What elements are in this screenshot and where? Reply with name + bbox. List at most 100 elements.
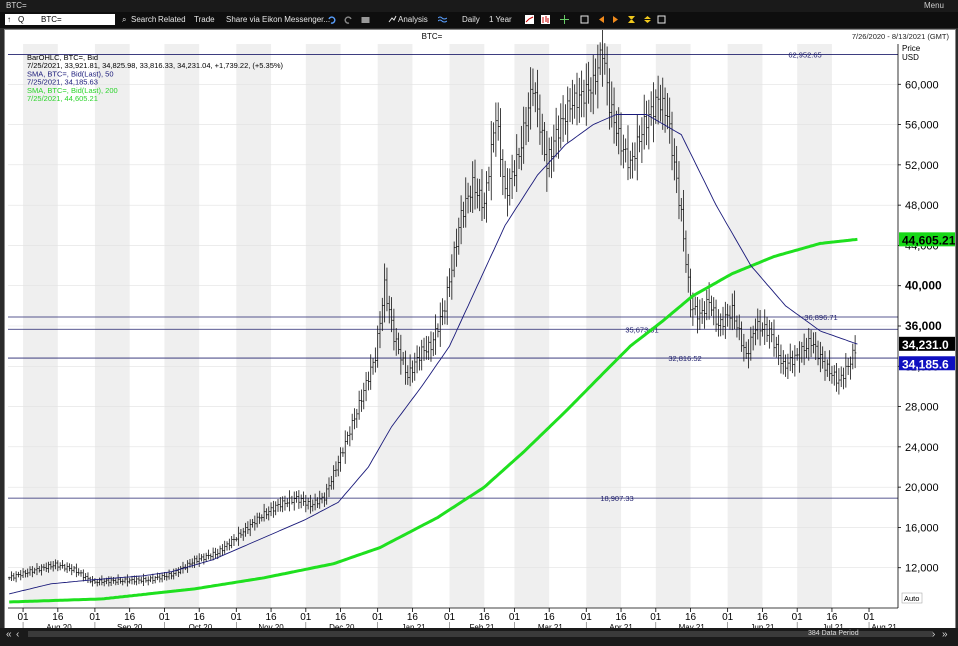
horizontal-line-label: 36,896.71 (804, 313, 837, 322)
y-tick-label: 36,000 (905, 319, 942, 333)
x-month-label: Nov 20 (258, 623, 284, 630)
x-month-label: Dec 20 (329, 623, 355, 630)
bar-chart-icon[interactable] (541, 15, 550, 24)
legend-line: SMA, BTC=, Bid(Last), 50 (27, 69, 114, 78)
time-scrollbar[interactable]: « ‹ › » 384 Data Period (0, 628, 958, 646)
y-tick-label: 16,000 (905, 522, 939, 534)
horizontal-line-label: 32,816.52 (668, 354, 701, 363)
x-month-label: May 21 (679, 623, 706, 630)
x-month-label: Aug 20 (46, 623, 72, 630)
data-period-label: 384 Data Period (808, 630, 859, 637)
legend-line: BarOHLC, BTC=, Bid (27, 53, 98, 62)
x-day-label: 01 (581, 612, 593, 623)
last-value-labels: 44,605.21 34,231.0 34,185.6 (899, 232, 956, 371)
ric-value[interactable]: BTC= (41, 15, 62, 24)
x-month-label: Sep 20 (117, 623, 143, 630)
folder-icon[interactable] (361, 15, 370, 24)
x-day-label: 01 (18, 612, 30, 623)
y-tick-label: 28,000 (905, 402, 939, 414)
x-day-label: 16 (335, 612, 347, 623)
x-month-label: Aug 21 (871, 623, 897, 630)
legend-line: 7/25/2021, 33,921.81, 34,825.98, 33,816.… (27, 61, 284, 70)
ohlc-bars (7, 23, 857, 587)
currency-axis-label: USD (902, 53, 919, 62)
x-day-label: 01 (444, 612, 456, 623)
last-value-label: 34,231.0 (902, 338, 949, 352)
trade-button[interactable]: Trade (194, 15, 215, 24)
studies-icon[interactable] (438, 15, 447, 24)
share-button[interactable]: Share via Eikon Messenger... (226, 15, 331, 24)
x-day-label: 01 (300, 612, 312, 623)
up-arrow-icon[interactable]: ↑ (7, 15, 11, 24)
y-tick-label: 60,000 (905, 79, 939, 91)
zoom-box-icon[interactable] (580, 15, 589, 24)
x-day-label: 16 (124, 612, 136, 623)
window-titlebar: BTC= Menu (0, 0, 958, 12)
x-day-label: 16 (265, 612, 277, 623)
horizontal-line-label: 18,907.33 (600, 494, 633, 503)
x-day-label: 01 (863, 612, 875, 623)
export-icon[interactable] (657, 15, 666, 24)
x-day-label: 01 (792, 612, 804, 623)
price-axis-label: Price (902, 44, 921, 53)
line-chart-icon[interactable] (525, 15, 534, 24)
search-icon[interactable]: ⌕ (122, 15, 127, 24)
x-day-label: 16 (407, 612, 419, 623)
x-month-label: Feb 21 (470, 623, 495, 630)
ohlc-chart[interactable]: 62,952.65 36,896.71 35,673.91 32,816.52 18,9… (5, 23, 956, 632)
y-tick-label: 40,000 (905, 279, 942, 293)
ric-input[interactable]: ↑ Q BTC= (5, 14, 115, 25)
sma50-line (9, 114, 858, 595)
search-button[interactable]: Search (131, 15, 157, 24)
related-button[interactable]: Related (158, 15, 186, 24)
sma200-line (9, 237, 858, 604)
x-month-label: Jun 21 (750, 623, 775, 630)
x-day-label: 16 (757, 612, 769, 623)
x-month-label: Mar 21 (538, 623, 563, 630)
last-value-box (899, 336, 955, 351)
horizontal-lines: 62,952.65 36,896.71 35,673.91 32,816.52 18,9… (8, 51, 898, 503)
zoom-in-icon[interactable] (627, 15, 636, 24)
auto-scale-button[interactable] (901, 592, 923, 604)
undo-icon[interactable] (327, 15, 336, 24)
range-dropdown[interactable]: 1 Year (489, 15, 512, 24)
legend-line: 7/25/2021, 44,605.21 (27, 94, 98, 103)
x-day-label: 16 (615, 612, 627, 623)
zoom-out-icon[interactable] (643, 15, 652, 24)
x-day-label: 01 (650, 612, 662, 623)
x-day-label: 01 (159, 612, 171, 623)
scroll-left-icon[interactable] (597, 15, 606, 24)
scroll-track[interactable] (28, 631, 933, 637)
scroll-prev-icon[interactable]: ‹ (16, 629, 19, 640)
x-month-label: Oct 20 (189, 623, 213, 630)
horizontal-line-label: 62,952.65 (788, 51, 821, 60)
redo-icon[interactable] (344, 15, 353, 24)
scroll-first-icon[interactable]: « (6, 629, 12, 640)
analysis-button[interactable]: Analysis (398, 15, 428, 24)
x-day-label: 16 (52, 612, 64, 623)
auto-scale-label: Auto (904, 594, 919, 603)
x-day-label: 01 (509, 612, 521, 623)
price-axis: 12,00016,00020,00024,00028,00032,00036,0… (898, 79, 942, 575)
x-day-label: 16 (194, 612, 206, 623)
horizontal-line-label: 35,673.91 (625, 325, 658, 334)
scroll-next-icon[interactable]: › (932, 629, 935, 640)
y-tick-label: 56,000 (905, 120, 939, 132)
x-day-label: 01 (372, 612, 384, 623)
last-value-box (899, 232, 955, 247)
time-axis: 01 16 01 16 01 16 01 16 01 16 01 16 01 16 01 16 01 16 01 16… (18, 608, 897, 632)
grid-lines (8, 83, 898, 569)
date-range: 7/26/2020 - 8/13/2021 (GMT) (852, 32, 950, 41)
last-value-label: 44,605.21 (902, 233, 955, 247)
menu-button[interactable]: Menu (923, 1, 944, 10)
crosshair-icon[interactable] (560, 15, 569, 24)
scroll-right-icon[interactable] (611, 15, 620, 24)
scroll-last-icon[interactable]: » (942, 629, 948, 640)
x-day-label: 16 (685, 612, 697, 623)
analysis-icon[interactable] (388, 15, 397, 24)
legend-line: SMA, BTC=, Bid(Last), 200 (27, 86, 118, 95)
interval-dropdown[interactable]: Daily (462, 15, 480, 24)
window-title: BTC= (6, 1, 27, 10)
last-value-box (899, 356, 955, 371)
